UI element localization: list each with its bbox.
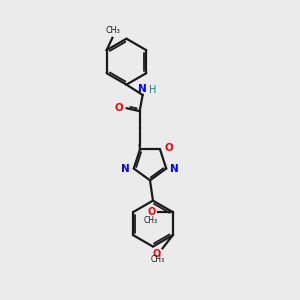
Text: O: O	[152, 249, 161, 259]
Text: CH₃: CH₃	[151, 255, 165, 264]
Text: CH₃: CH₃	[144, 216, 158, 225]
Text: N: N	[170, 164, 179, 174]
Text: N: N	[138, 84, 147, 94]
Text: O: O	[148, 207, 156, 217]
Text: N: N	[121, 164, 130, 173]
Text: H: H	[149, 85, 157, 95]
Text: O: O	[115, 103, 124, 113]
Text: CH₃: CH₃	[105, 26, 120, 35]
Text: O: O	[164, 143, 173, 153]
